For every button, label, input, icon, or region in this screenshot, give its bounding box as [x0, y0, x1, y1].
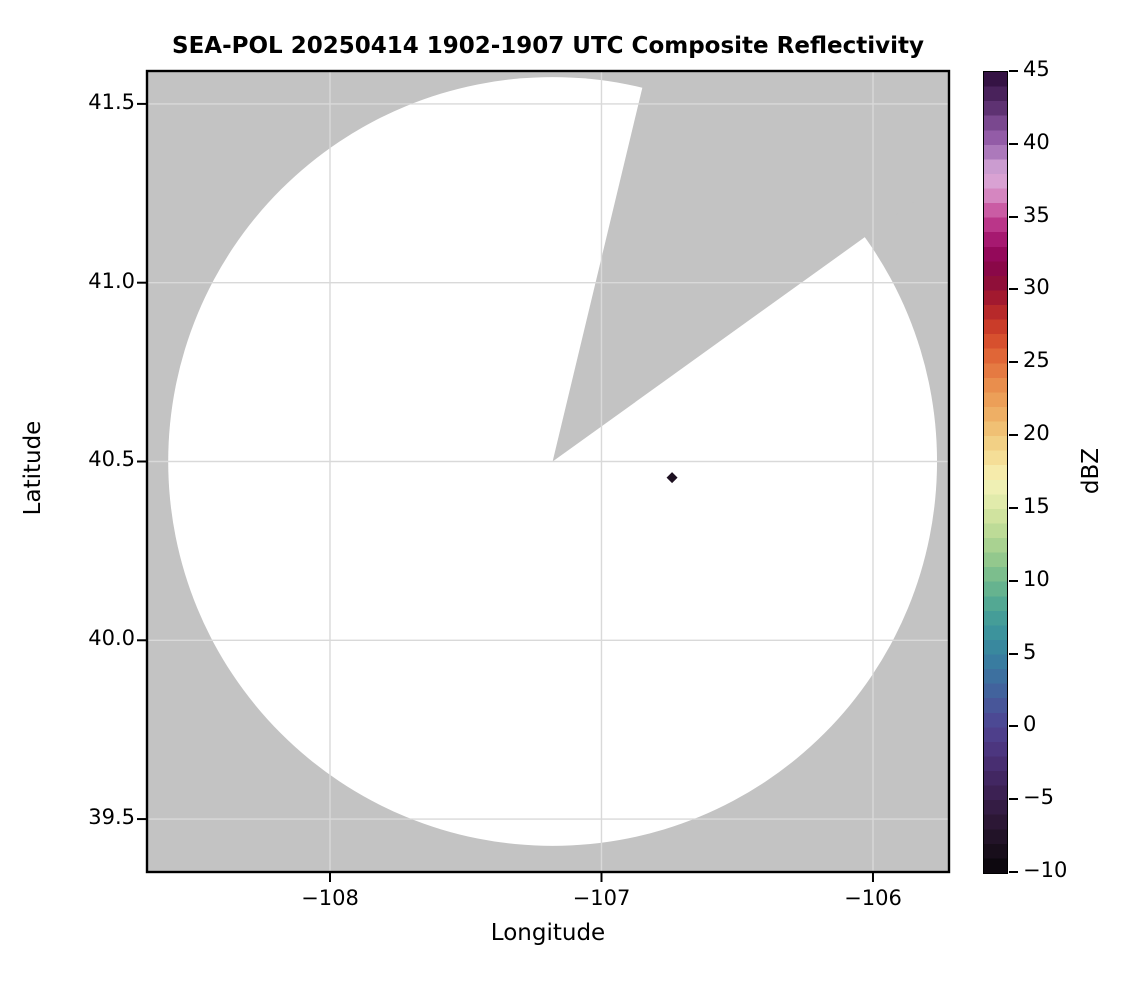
x-axis-label: Longitude	[490, 920, 606, 946]
y-tick-label: 39.5	[88, 805, 135, 830]
colorbar-tick	[1009, 725, 1018, 728]
blocked-sector-wedge	[552, 71, 949, 462]
x-tick-label: −108	[301, 886, 359, 910]
colorbar-tick	[1009, 70, 1018, 72]
y-tick-label: 40.0	[88, 626, 135, 651]
colorbar-tick-label: 15	[1023, 493, 1050, 518]
colorbar-tick	[1009, 215, 1018, 218]
colorbar-tick	[1009, 579, 1018, 582]
colorbar-tick	[1009, 288, 1018, 291]
colorbar-tick-label: −10	[1023, 858, 1068, 882]
colorbar-tick-label: 45	[1023, 57, 1050, 81]
colorbar-tick	[1009, 506, 1018, 509]
colorbar-tick-label: 35	[1023, 202, 1050, 227]
colorbar-tick-label: 30	[1023, 275, 1050, 300]
colorbar-label: dBZ	[1078, 447, 1104, 495]
colorbar-tick	[1009, 871, 1018, 873]
y-tick-label: 40.5	[88, 447, 135, 472]
y-tick-label: 41.5	[88, 89, 135, 114]
plot-area	[147, 71, 949, 872]
colorbar-tick-label: 20	[1023, 421, 1050, 446]
colorbar-tick-label: 10	[1023, 566, 1050, 591]
y-tick-label: 41.0	[88, 268, 135, 293]
colorbar	[983, 71, 1008, 874]
colorbar-tick-label: 40	[1023, 129, 1050, 154]
colorbar-tick	[1009, 361, 1018, 364]
colorbar-tick	[1009, 434, 1018, 437]
x-tick-label: −106	[844, 886, 902, 910]
colorbar-tick	[1009, 798, 1018, 801]
colorbar-tick	[1009, 142, 1018, 145]
colorbar-tick-label: −5	[1023, 785, 1054, 810]
colorbar-tick-label: 5	[1023, 639, 1037, 664]
x-tick-label: −107	[572, 886, 631, 910]
echo-point-diamond	[666, 472, 678, 484]
colorbar-tick-label: 25	[1023, 348, 1050, 373]
colorbar-tick	[1009, 652, 1018, 655]
plot-decorations	[137, 69, 951, 882]
colorbar-tick-label: 0	[1023, 712, 1037, 737]
chart-title: SEA-POL 20250414 1902-1907 UTC Composite…	[172, 33, 924, 59]
plot-spine	[145, 69, 951, 874]
